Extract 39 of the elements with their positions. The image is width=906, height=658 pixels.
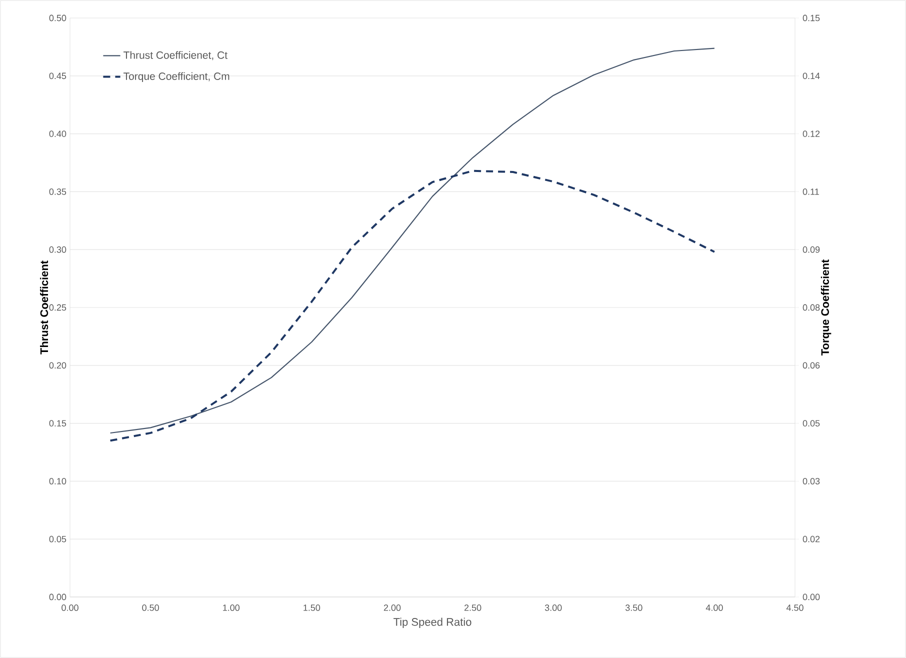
x-tick-label: 4.50 xyxy=(786,604,804,611)
y2-tick-label: 0.00 xyxy=(802,594,820,600)
legend-label: Thrust Coefficienet, Ct xyxy=(124,51,228,60)
y-tick-label: 0.35 xyxy=(49,188,66,195)
y2-axis-title: Torque Coefficient xyxy=(820,259,832,356)
y-tick-label: 0.05 xyxy=(49,536,66,542)
x-axis-title: Tip Speed Ratio xyxy=(394,618,472,628)
x-tick-label: 0.00 xyxy=(62,604,78,611)
y2-tick-label: 0.08 xyxy=(802,304,820,311)
y2-tick-label: 0.15 xyxy=(802,14,820,22)
x-tick-label: 1.50 xyxy=(304,604,320,611)
y-tick-label: 0.00 xyxy=(49,594,66,600)
line-series xyxy=(110,48,715,434)
x-tick-label: 3.50 xyxy=(625,604,642,611)
y-tick-label: 0.20 xyxy=(49,362,66,369)
x-tick-label: 3.00 xyxy=(544,604,562,611)
x-tick-label: 2.50 xyxy=(464,604,482,611)
y2-tick-label: 0.12 xyxy=(802,130,820,137)
y2-tick-label: 0.09 xyxy=(802,246,820,253)
y-tick-label: 0.50 xyxy=(49,14,66,22)
y-tick-label: 0.10 xyxy=(49,478,66,484)
x-tick-label: 2.00 xyxy=(384,604,401,611)
y-axis-title: Thrust Coefficient xyxy=(40,260,48,354)
y2-tick-label: 0.11 xyxy=(802,188,819,195)
y2-tick-label: 0.02 xyxy=(802,536,820,542)
y2-tick-label: 0.05 xyxy=(802,420,820,426)
legend-label: Torque Coefficient, Cm xyxy=(124,72,230,82)
x-tick-label: 0.50 xyxy=(142,604,159,611)
y-tick-label: 0.30 xyxy=(49,246,66,253)
y2-tick-label: 0.06 xyxy=(802,362,820,369)
x-tick-label: 1.00 xyxy=(223,604,240,611)
line-series xyxy=(109,170,716,442)
y2-tick-label: 0.14 xyxy=(802,72,820,80)
y-tick-label: 0.45 xyxy=(49,72,66,80)
y-tick-label: 0.15 xyxy=(49,420,66,426)
y2-tick-label: 0.03 xyxy=(802,478,820,484)
x-tick-label: 4.00 xyxy=(706,604,723,611)
y-tick-label: 0.25 xyxy=(49,304,66,311)
y-tick-label: 0.40 xyxy=(49,130,66,137)
